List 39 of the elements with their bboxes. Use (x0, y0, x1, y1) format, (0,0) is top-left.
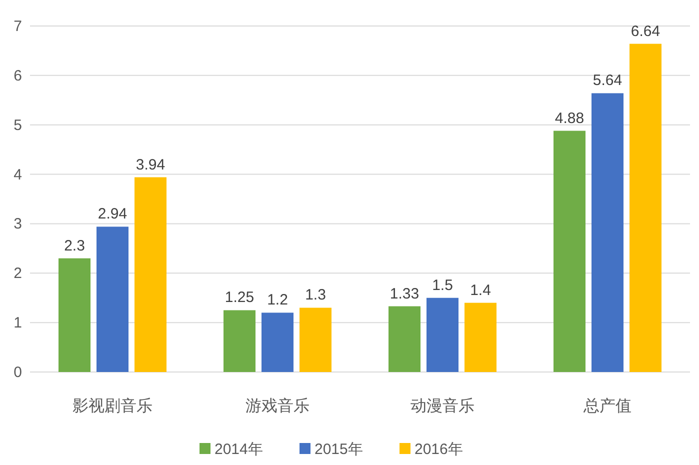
y-tick-label: 4 (14, 166, 22, 184)
data-label: 3.94 (136, 156, 166, 174)
y-tick-label: 2 (14, 265, 22, 282)
data-label: 4.88 (554, 110, 584, 127)
x-tick-label: 游戏音乐 (246, 397, 310, 415)
bar (300, 308, 332, 372)
bar (426, 298, 458, 372)
x-tick-label: 动漫音乐 (410, 397, 474, 415)
y-tick-label: 0 (14, 364, 22, 381)
y-tick-label: 6 (14, 67, 22, 84)
y-tick-label: 5 (14, 116, 22, 134)
bar (262, 312, 294, 372)
bar (58, 258, 90, 372)
data-label: 1.2 (267, 292, 288, 309)
y-tick-label: 7 (14, 18, 22, 35)
y-tick-label: 3 (14, 216, 22, 233)
data-label: 1.25 (224, 289, 254, 306)
data-label: 5.64 (592, 72, 622, 90)
data-label: 6.64 (630, 22, 660, 40)
bar (554, 130, 586, 372)
bar (464, 302, 496, 372)
legend-label: 2015年 (314, 441, 363, 458)
data-label: 1.5 (432, 276, 453, 294)
data-label: 2.3 (64, 237, 85, 254)
data-label: 1.33 (390, 285, 420, 302)
bar (630, 44, 662, 372)
data-label: 2.94 (98, 206, 128, 223)
x-tick-label: 影视剧音乐 (72, 397, 152, 415)
legend-label: 2014年 (214, 441, 263, 458)
y-tick-label: 1 (14, 314, 22, 332)
legend-label: 2016年 (414, 441, 463, 458)
bar (388, 306, 420, 372)
x-tick-label: 总产值 (582, 397, 632, 415)
data-label: 1.4 (470, 282, 491, 299)
bar (592, 93, 624, 372)
bar (96, 226, 128, 372)
bar (224, 310, 256, 372)
bar (134, 177, 166, 372)
data-label: 1.3 (305, 286, 326, 304)
